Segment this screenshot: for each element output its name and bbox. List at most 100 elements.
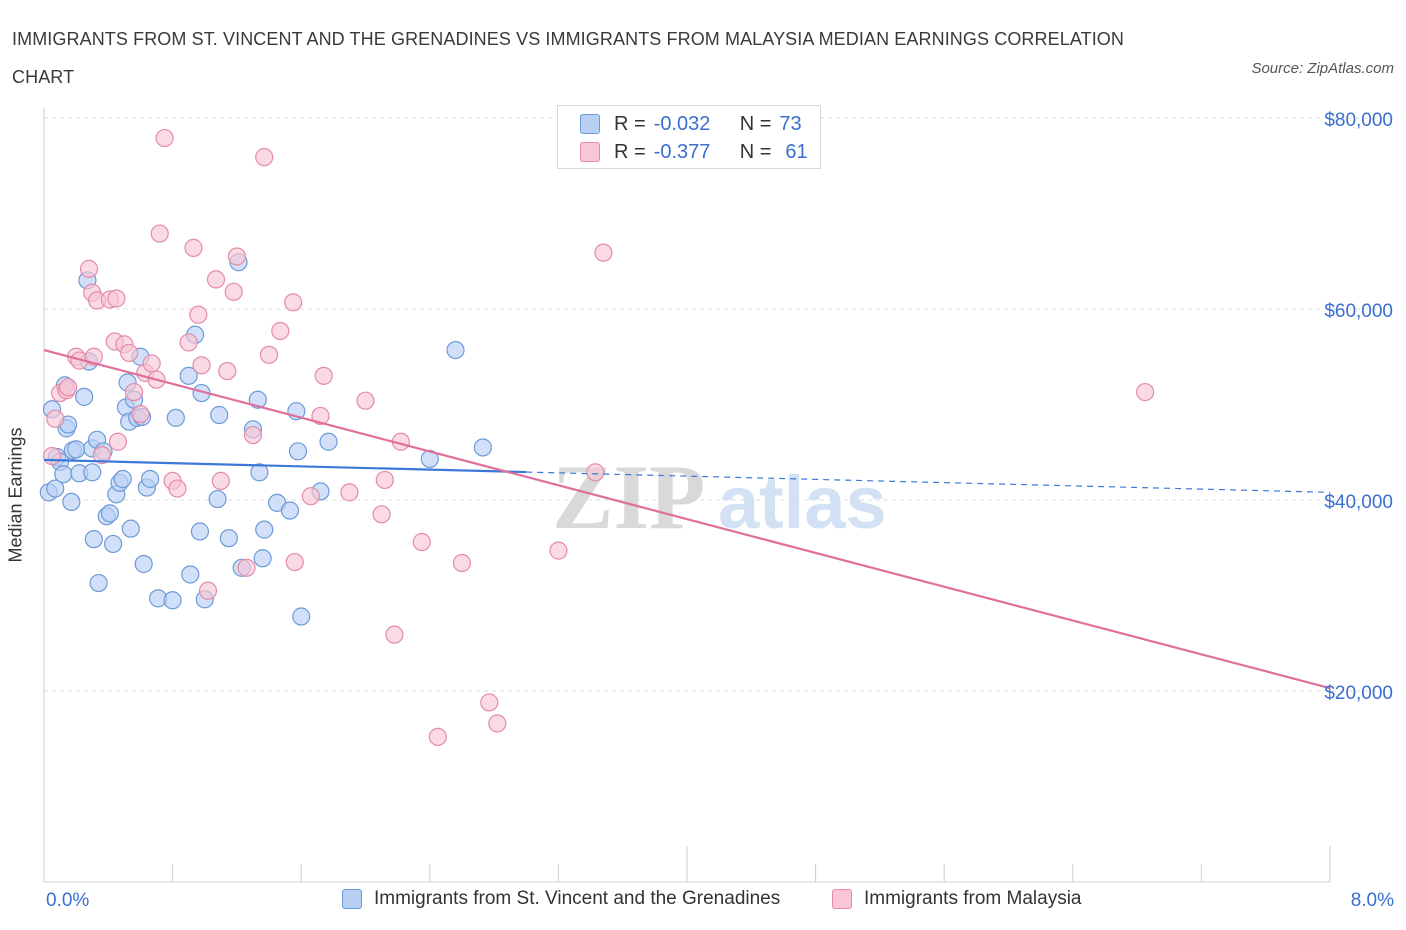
data-point bbox=[167, 409, 184, 426]
data-point bbox=[199, 582, 216, 599]
data-point bbox=[285, 294, 302, 311]
data-point bbox=[122, 520, 139, 537]
legend-r-value: -0.377 bbox=[654, 141, 734, 164]
data-point bbox=[142, 470, 159, 487]
data-point bbox=[156, 130, 173, 147]
data-point bbox=[108, 290, 125, 307]
data-point bbox=[320, 433, 337, 450]
data-point bbox=[151, 225, 168, 242]
data-point bbox=[1137, 384, 1154, 401]
data-point bbox=[373, 506, 390, 523]
data-point bbox=[228, 248, 245, 265]
data-point bbox=[453, 555, 470, 572]
data-point bbox=[550, 542, 567, 559]
legend-n-value: 61 bbox=[785, 141, 807, 164]
data-point bbox=[182, 566, 199, 583]
data-point bbox=[60, 379, 77, 396]
data-point bbox=[55, 466, 72, 483]
data-point bbox=[209, 491, 226, 508]
data-point bbox=[376, 471, 393, 488]
data-point bbox=[143, 355, 160, 372]
data-point bbox=[256, 149, 273, 166]
series-legend: Immigrants from St. Vincent and the Gren… bbox=[0, 888, 1406, 918]
data-point bbox=[180, 334, 197, 351]
data-point bbox=[225, 283, 242, 300]
y-axis-label: Median Earnings bbox=[6, 427, 27, 562]
data-point bbox=[81, 260, 98, 277]
data-point bbox=[44, 448, 61, 465]
legend-item-st-vincent: Immigrants from St. Vincent and the Gren… bbox=[342, 888, 780, 910]
data-point bbox=[114, 470, 131, 487]
data-point bbox=[429, 728, 446, 745]
data-point bbox=[357, 392, 374, 409]
data-point bbox=[272, 322, 289, 339]
data-point bbox=[185, 239, 202, 256]
trend-line-solid bbox=[44, 350, 1330, 688]
data-point bbox=[132, 406, 149, 423]
data-point bbox=[191, 523, 208, 540]
data-point bbox=[126, 384, 143, 401]
data-point bbox=[386, 626, 403, 643]
grid-lines bbox=[44, 118, 1390, 691]
data-point bbox=[244, 427, 261, 444]
data-point bbox=[447, 342, 464, 359]
data-point bbox=[212, 472, 229, 489]
data-point bbox=[286, 554, 303, 571]
data-point bbox=[256, 521, 273, 538]
y-tick-labels: $20,000$40,000$60,000$80,000 bbox=[1324, 110, 1393, 704]
data-point bbox=[595, 244, 612, 261]
stats-legend: R = -0.032 N = 73 R = -0.377 N = 61 bbox=[557, 105, 821, 169]
data-point bbox=[90, 575, 107, 592]
data-point bbox=[105, 535, 122, 552]
legend-item-label: Immigrants from St. Vincent and the Gren… bbox=[374, 888, 780, 910]
series-pink-points bbox=[44, 130, 1154, 746]
legend-n-value: 73 bbox=[779, 113, 801, 136]
data-point bbox=[474, 439, 491, 456]
data-point bbox=[281, 502, 298, 519]
watermark-atlas: atlas bbox=[718, 461, 887, 544]
data-point bbox=[101, 505, 118, 522]
data-point bbox=[164, 592, 181, 609]
data-point bbox=[109, 433, 126, 450]
data-point bbox=[135, 555, 152, 572]
data-point bbox=[47, 410, 64, 427]
y-tick-label: $60,000 bbox=[1324, 301, 1393, 322]
data-point bbox=[293, 608, 310, 625]
legend-item-swatch bbox=[832, 889, 852, 909]
data-point bbox=[211, 407, 228, 424]
data-point bbox=[302, 488, 319, 505]
data-point bbox=[254, 550, 271, 567]
trend-lines bbox=[44, 350, 1330, 688]
legend-swatch-blue bbox=[580, 114, 600, 134]
data-point bbox=[587, 464, 604, 481]
data-point bbox=[289, 443, 306, 460]
data-point bbox=[238, 559, 255, 576]
data-point bbox=[220, 530, 237, 547]
legend-swatch-pink bbox=[580, 142, 600, 162]
legend-item-swatch bbox=[342, 889, 362, 909]
legend-r-label: R = bbox=[614, 113, 646, 136]
data-point bbox=[413, 534, 430, 551]
data-point bbox=[121, 344, 138, 361]
data-point bbox=[489, 715, 506, 732]
data-point bbox=[84, 464, 101, 481]
y-tick-label: $40,000 bbox=[1324, 492, 1393, 513]
legend-item-malaysia: Immigrants from Malaysia bbox=[832, 888, 1082, 910]
data-point bbox=[481, 694, 498, 711]
trend-line-solid bbox=[44, 460, 526, 472]
data-point bbox=[63, 493, 80, 510]
watermark-zip: ZIP bbox=[552, 446, 705, 548]
data-point bbox=[219, 363, 236, 380]
legend-row-pink: R = -0.377 N = 61 bbox=[580, 138, 808, 166]
data-point bbox=[193, 357, 210, 374]
data-point bbox=[169, 480, 186, 497]
legend-r-value: -0.032 bbox=[654, 113, 734, 136]
data-point bbox=[85, 531, 102, 548]
legend-row-blue: R = -0.032 N = 73 bbox=[580, 110, 802, 138]
data-point bbox=[315, 367, 332, 384]
legend-n-label: N = bbox=[740, 113, 772, 136]
y-tick-label: $20,000 bbox=[1324, 683, 1393, 704]
data-point bbox=[208, 271, 225, 288]
legend-n-label: N = bbox=[740, 141, 772, 164]
data-point bbox=[261, 346, 278, 363]
